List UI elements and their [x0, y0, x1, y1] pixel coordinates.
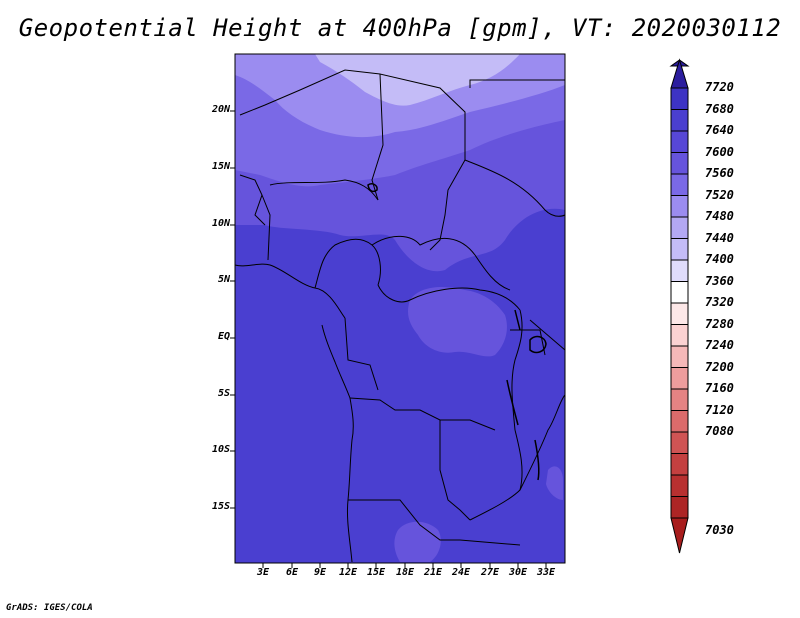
colorbar — [669, 58, 690, 554]
lake-victoria — [529, 335, 547, 354]
colorbar-seg-7480 — [670, 195, 689, 218]
colorbar-label-7640: 7640 — [705, 123, 734, 137]
colorbar-label-7680: 7680 — [705, 102, 734, 116]
border-nigeria-cameroon — [314, 238, 381, 289]
lat-label-5s: 5S — [217, 388, 230, 399]
border-chad-sudan — [429, 159, 466, 251]
lake-tanganyika — [506, 379, 519, 426]
height-field — [235, 54, 565, 563]
map-frame — [234, 53, 566, 564]
lat-label-20n: 20N — [211, 104, 230, 115]
border-drc-north — [377, 284, 521, 311]
colorbar-seg-7680 — [670, 87, 689, 110]
colorbar-seg-7440 — [670, 216, 689, 239]
border-kenya-tanzania — [529, 319, 566, 351]
colorbar-label-7520: 7520 — [705, 188, 734, 202]
lon-label-27e: 27E — [480, 567, 500, 578]
colorbar-seg-7200 — [670, 345, 689, 368]
colorbar-label-7030: 7030 — [705, 523, 734, 537]
colorbar-seg-7240 — [670, 324, 689, 347]
lon-label-30e: 30E — [508, 567, 528, 578]
lon-label-18e: 18E — [395, 567, 415, 578]
colorbar-label-7280: 7280 — [705, 317, 734, 331]
colorbar-label-7400: 7400 — [705, 252, 734, 266]
colorbar-label-7320: 7320 — [705, 295, 734, 309]
lat-label-eq: EQ — [217, 331, 230, 342]
colorbar-label-7120: 7120 — [705, 403, 734, 417]
border-mozambique — [519, 394, 566, 491]
colorbar-bottom-triangle — [670, 517, 689, 554]
lat-label-10s: 10S — [211, 444, 230, 455]
axis-ticks — [230, 110, 547, 568]
lake-chad — [367, 183, 378, 193]
border-south-sudan — [464, 159, 566, 217]
chart-title: Geopotential Height at 400hPa [gpm], VT:… — [18, 14, 782, 42]
coastline-west-africa — [234, 263, 346, 319]
lake-malawi — [534, 439, 540, 481]
border-car — [371, 235, 511, 291]
field-patch-center — [407, 287, 507, 357]
colorbar-label-7600: 7600 — [705, 145, 734, 159]
lon-label-3e: 3E — [256, 567, 270, 578]
lat-label-15n: 15N — [211, 161, 230, 172]
border-gabon-congo — [344, 317, 379, 391]
colorbar-seg-7120 — [670, 388, 689, 411]
lat-label-5n: 5N — [217, 274, 230, 285]
lon-label-6e: 6E — [285, 567, 299, 578]
lat-label-10n: 10N — [211, 218, 230, 229]
colorbar-seg-7000 — [670, 453, 689, 476]
coastline-central-africa — [321, 324, 354, 563]
colorbar-seg-6960 — [670, 474, 689, 497]
lon-label-12e: 12E — [338, 567, 358, 578]
field-patch-south — [394, 521, 441, 562]
colorbar-label-7360: 7360 — [705, 274, 734, 288]
lon-label-9e: 9E — [313, 567, 327, 578]
lon-label-33e: 33E — [536, 567, 556, 578]
colorbar-seg-7400 — [670, 238, 689, 261]
grads-credit: GrADS: IGES/COLA — [6, 603, 93, 613]
lat-label-15s: 15S — [211, 501, 230, 512]
colorbar-label-7720: 7720 — [705, 80, 734, 94]
colorbar-seg-7160 — [670, 367, 689, 390]
lon-label-15e: 15E — [366, 567, 386, 578]
colorbar-seg-7560 — [670, 152, 689, 175]
lon-label-21e: 21E — [423, 567, 443, 578]
country-borders — [234, 69, 566, 563]
colorbar-seg-6920 — [670, 496, 689, 519]
colorbar-label-7560: 7560 — [705, 166, 734, 180]
colorbar-label-7440: 7440 — [705, 231, 734, 245]
lakes — [367, 183, 547, 481]
field-band-7440 — [315, 54, 520, 106]
colorbar-seg-7600 — [670, 130, 689, 153]
border-namibia — [348, 499, 521, 546]
colorbar-seg-7520 — [670, 173, 689, 196]
border-sahara-north — [239, 69, 466, 160]
colorbar-seg-7360 — [670, 259, 689, 282]
colorbar-seg-7640 — [670, 109, 689, 132]
colorbar-label-7240: 7240 — [705, 338, 734, 352]
lon-label-24e: 24E — [451, 567, 471, 578]
border-ghana — [261, 194, 271, 261]
colorbar-label-7160: 7160 — [705, 381, 734, 395]
border-angola-zambia — [439, 420, 471, 521]
colorbar-seg-7040 — [670, 431, 689, 454]
border-libya-chad — [469, 79, 565, 88]
colorbar-label-7480: 7480 — [705, 209, 734, 223]
colorbar-label-7080: 7080 — [705, 424, 734, 438]
colorbar-seg-7080 — [670, 410, 689, 433]
border-niger-chad — [371, 73, 384, 201]
colorbar-label-7200: 7200 — [705, 360, 734, 374]
colorbar-seg-7320 — [670, 281, 689, 304]
lake-albert — [514, 309, 521, 331]
colorbar-seg-7280 — [670, 302, 689, 325]
border-drc-angola — [349, 397, 496, 431]
field-patch-southeast — [546, 466, 563, 500]
